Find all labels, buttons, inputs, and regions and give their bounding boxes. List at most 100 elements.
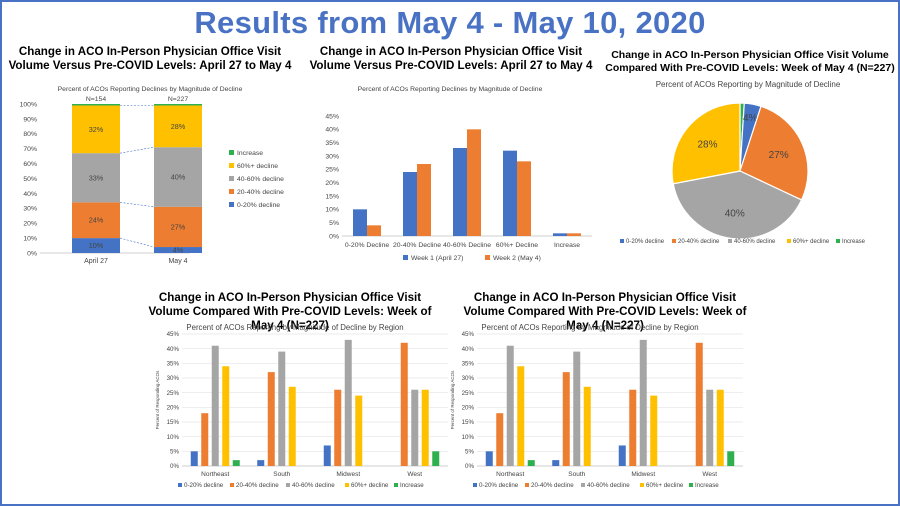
x-tick-label: Northeast — [201, 471, 229, 478]
stacked-bar-segment-increase — [72, 104, 120, 106]
legend-label: 20-40% decline — [236, 482, 279, 489]
y-tick-label: 20% — [325, 180, 339, 187]
y-tick-label: 80% — [23, 131, 37, 138]
y-tick-label: 100% — [20, 101, 37, 108]
legend-label: Increase — [695, 482, 719, 489]
x-tick-label: Increase — [554, 242, 580, 249]
bar-40-60-decline — [706, 389, 714, 466]
legend-swatch — [473, 483, 477, 487]
stacked-bar-segment-increase — [154, 104, 202, 106]
y-axis-title: Percent of Responding ACOs — [155, 370, 160, 430]
bar-0-20-decline — [257, 460, 265, 466]
stacked-bar-segment-20-40-decline — [72, 202, 120, 239]
y-tick-label: 0% — [465, 463, 474, 470]
y-tick-label: 25% — [325, 167, 339, 174]
connector-line — [119, 146, 155, 154]
y-tick-label: 35% — [462, 361, 475, 368]
x-tick-label: Midwest — [336, 471, 360, 478]
y-tick-label: 30% — [167, 375, 180, 382]
y-axis-title: Percent of Responding ACOs — [450, 370, 455, 430]
data-label: 27% — [171, 222, 186, 231]
y-tick-label: 20% — [462, 405, 475, 412]
legend-swatch — [672, 239, 676, 243]
bar-60-decline — [650, 395, 658, 466]
bar-60-decline — [355, 395, 363, 466]
y-tick-label: 20% — [167, 405, 180, 412]
legend-label: 20-40% decline — [678, 239, 720, 245]
y-tick-label: 50% — [23, 176, 37, 183]
chart-subtitle: Percent of ACOs Reporting by Magnitude o… — [481, 323, 698, 332]
connector-line — [119, 202, 155, 208]
chart-subtitle: Percent of ACOs Reporting by Magnitude o… — [656, 80, 841, 89]
chart-subtitle: Percent of ACOs Reporting Declines by Ma… — [58, 86, 243, 93]
pie-chart: Percent of ACOs Reporting by Magnitude o… — [620, 80, 866, 245]
bar-60-decline — [583, 386, 591, 466]
y-tick-label: 0% — [27, 250, 37, 257]
x-tick-label: Northeast — [496, 471, 524, 478]
pie-chart-title: Change in ACO In-Person Physician Office… — [605, 49, 895, 74]
bar-60-decline — [288, 386, 296, 466]
y-tick-label: 25% — [167, 390, 180, 397]
legend-swatch — [403, 255, 408, 260]
x-tick-label: Midwest — [631, 471, 655, 478]
bar-week-2-may-4 — [567, 233, 581, 236]
legend-swatch — [525, 483, 529, 487]
legend-label: 60%+ decline — [793, 239, 830, 245]
x-tick-label: April 27 — [84, 258, 108, 265]
y-tick-label: 10% — [325, 207, 339, 214]
stacked-bar-segment-40-60-decline — [154, 147, 202, 207]
data-label: 33% — [89, 173, 104, 182]
y-tick-label: 10% — [462, 434, 475, 441]
legend-label: Increase — [400, 482, 424, 489]
legend-label: 0-20% decline — [237, 202, 280, 209]
stacked-bar-segment-40-60-decline — [72, 153, 120, 203]
bar-increase — [527, 460, 535, 466]
data-label: 24% — [89, 216, 104, 225]
y-tick-label: 90% — [23, 116, 37, 123]
y-tick-label: 30% — [462, 375, 475, 382]
x-tick-label: South — [273, 471, 290, 478]
legend-swatch — [345, 483, 349, 487]
bar-week-1-april-27 — [553, 233, 567, 236]
y-tick-label: 40% — [23, 191, 37, 198]
y-tick-label: 5% — [465, 449, 474, 456]
legend-swatch — [229, 176, 234, 181]
y-tick-label: 60% — [23, 161, 37, 168]
bar-20-40-decline — [400, 342, 408, 466]
stacked-bar-segment-60-decline — [72, 105, 120, 154]
y-tick-label: 40% — [325, 127, 339, 134]
bar-increase — [232, 460, 240, 466]
bar-week-1-april-27 — [353, 209, 367, 236]
data-label: 28% — [171, 122, 186, 131]
legend-label: 20-40% decline — [237, 189, 284, 196]
bar-20-40-decline — [201, 413, 209, 466]
bar-week-2-may-4 — [467, 129, 481, 236]
y-tick-label: 40% — [167, 346, 180, 353]
bar-increase — [432, 451, 440, 466]
chart-subtitle: Percent of ACOs Reporting Declines by Ma… — [358, 86, 543, 93]
y-tick-label: 40% — [462, 346, 475, 353]
y-tick-label: 70% — [23, 146, 37, 153]
y-tick-label: 25% — [462, 390, 475, 397]
y-tick-label: 35% — [325, 140, 339, 147]
region-bar-chart-left: Percent of ACOs Reporting by Magnitude o… — [155, 323, 448, 489]
bar-0-20-decline — [618, 445, 626, 466]
legend-label: 60%+ decline — [646, 482, 684, 489]
bar-20-40-decline — [267, 372, 275, 466]
legend-label: Increase — [842, 239, 866, 245]
region-left-chart-title: Change in ACO In-Person Physician Office… — [148, 291, 432, 332]
legend-swatch — [230, 483, 234, 487]
legend-swatch — [394, 483, 398, 487]
y-tick-label: 45% — [167, 331, 180, 338]
y-tick-label: 15% — [462, 419, 475, 426]
bar-20-40-decline — [695, 342, 703, 466]
pie-slice-40-60-decline — [672, 170, 803, 240]
bar-0-20-decline — [552, 460, 560, 466]
bar-week-2-may-4 — [517, 161, 531, 236]
bar-60-decline — [222, 366, 230, 466]
y-tick-label: 10% — [23, 235, 37, 242]
chart-subtitle: Percent of ACOs Reporting by Magnitude o… — [186, 323, 403, 332]
x-tick-label: May 4 — [168, 258, 187, 265]
x-tick-label: West — [702, 471, 717, 478]
x-tick-label: 40-60% Decline — [443, 242, 491, 249]
